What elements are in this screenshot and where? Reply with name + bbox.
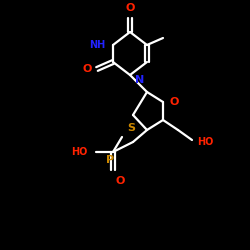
Text: HO: HO: [197, 137, 214, 147]
Text: HO: HO: [72, 147, 88, 157]
Text: O: O: [116, 176, 126, 186]
Text: NH: NH: [89, 40, 105, 50]
Text: S: S: [127, 123, 135, 133]
Text: N: N: [135, 75, 144, 85]
Text: O: O: [82, 64, 92, 74]
Text: O: O: [169, 97, 178, 107]
Text: P: P: [106, 155, 114, 165]
Text: O: O: [125, 3, 135, 13]
